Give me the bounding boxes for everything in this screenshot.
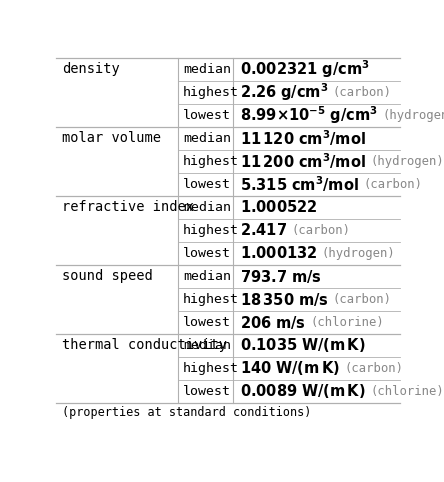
Text: $\mathbf{2.26\ g/cm^3}$: $\mathbf{2.26\ g/cm^3}$ [240, 81, 329, 103]
Text: highest: highest [183, 362, 239, 375]
Text: $\mathbf{140\ W/(m\,K)}$: $\mathbf{140\ W/(m\,K)}$ [240, 359, 340, 377]
Text: (hydrogen): (hydrogen) [370, 155, 444, 168]
Text: lowest: lowest [183, 316, 231, 329]
Text: $\mathbf{11\,120\ cm^3/mol}$: $\mathbf{11\,120\ cm^3/mol}$ [240, 128, 366, 148]
Text: $\mathbf{2.417}$: $\mathbf{2.417}$ [240, 222, 287, 238]
Text: (hydrogen): (hydrogen) [322, 247, 396, 260]
Text: (hydrogen): (hydrogen) [382, 109, 444, 122]
Text: median: median [183, 338, 231, 351]
Text: $\mathbf{793.7\ m/s}$: $\mathbf{793.7\ m/s}$ [240, 268, 322, 285]
Text: highest: highest [183, 293, 239, 306]
Text: sound speed: sound speed [62, 269, 152, 283]
Text: (carbon): (carbon) [364, 178, 422, 191]
Text: (carbon): (carbon) [344, 362, 403, 375]
Text: density: density [62, 62, 119, 76]
Text: (carbon): (carbon) [333, 293, 392, 306]
Text: lowest: lowest [183, 178, 231, 191]
Text: $\mathbf{18\,350\ m/s}$: $\mathbf{18\,350\ m/s}$ [240, 291, 329, 308]
Text: median: median [183, 201, 231, 214]
Text: molar volume: molar volume [62, 131, 161, 145]
Text: $\mathbf{0.0089\ W/(m\,K)}$: $\mathbf{0.0089\ W/(m\,K)}$ [240, 382, 366, 400]
Text: (properties at standard conditions): (properties at standard conditions) [62, 406, 311, 419]
Text: (chlorine): (chlorine) [370, 385, 444, 398]
Text: $\mathbf{8.99{\times}10^{-5}\ g/cm^3}$: $\mathbf{8.99{\times}10^{-5}\ g/cm^3}$ [240, 105, 378, 126]
Text: (carbon): (carbon) [292, 224, 350, 237]
Text: lowest: lowest [183, 385, 231, 398]
Text: $\mathbf{11\,200\ cm^3/mol}$: $\mathbf{11\,200\ cm^3/mol}$ [240, 151, 366, 171]
Text: (chlorine): (chlorine) [310, 316, 384, 329]
Text: highest: highest [183, 86, 239, 99]
Text: refractive index: refractive index [62, 200, 194, 214]
Text: $\mathbf{0.1035\ W/(m\,K)}$: $\mathbf{0.1035\ W/(m\,K)}$ [240, 336, 366, 354]
Text: median: median [183, 63, 231, 76]
Text: $\mathbf{1.000132}$: $\mathbf{1.000132}$ [240, 245, 318, 261]
Text: lowest: lowest [183, 109, 231, 122]
Text: (carbon): (carbon) [333, 86, 392, 99]
Text: thermal conductivity: thermal conductivity [62, 338, 227, 352]
Text: $\mathbf{206\ m/s}$: $\mathbf{206\ m/s}$ [240, 314, 306, 331]
Text: median: median [183, 269, 231, 282]
Text: lowest: lowest [183, 247, 231, 260]
Text: $\mathbf{1.000522}$: $\mathbf{1.000522}$ [240, 199, 318, 215]
Text: $\mathbf{0.002321\ g/cm^3}$: $\mathbf{0.002321\ g/cm^3}$ [240, 58, 370, 80]
Text: highest: highest [183, 224, 239, 237]
Text: highest: highest [183, 155, 239, 168]
Text: $\mathbf{5.315\ cm^3/mol}$: $\mathbf{5.315\ cm^3/mol}$ [240, 174, 359, 194]
Text: median: median [183, 132, 231, 145]
